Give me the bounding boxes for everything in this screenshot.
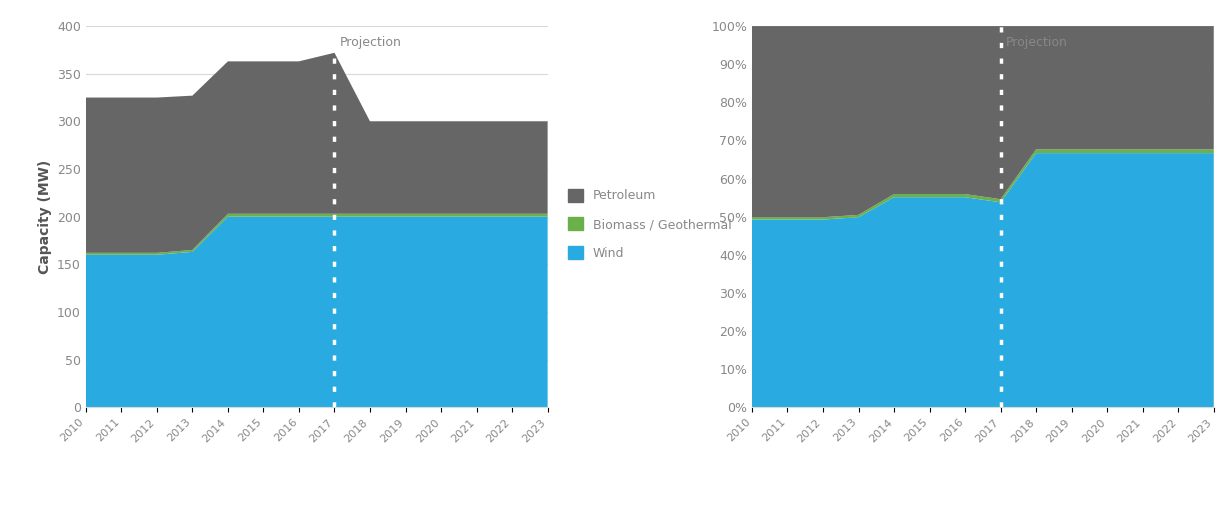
Y-axis label: Capacity (MW): Capacity (MW) bbox=[38, 160, 51, 274]
Text: Projection: Projection bbox=[1005, 35, 1068, 49]
Text: Projection: Projection bbox=[340, 35, 402, 49]
Legend: Petroleum, Biomass / Geothermal, Wind: Petroleum, Biomass / Geothermal, Wind bbox=[568, 189, 732, 259]
